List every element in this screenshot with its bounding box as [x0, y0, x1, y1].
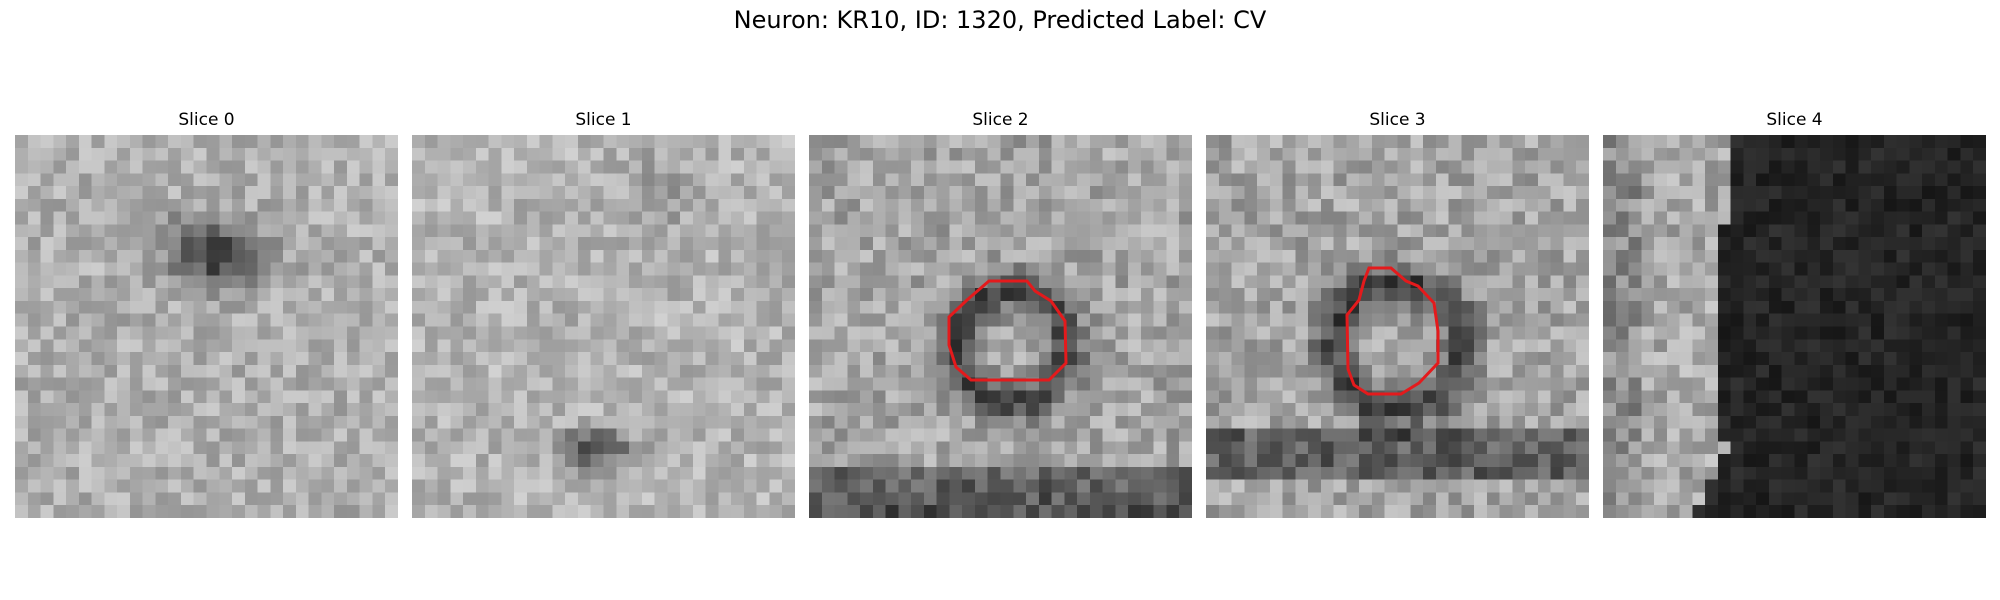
slice-image — [15, 135, 398, 518]
panel-slice-1: Slice 1 — [412, 108, 795, 518]
panel-title: Slice 4 — [1766, 110, 1823, 130]
panel-title: Slice 2 — [972, 110, 1029, 130]
panel-slice-2: Slice 2 — [809, 108, 1192, 518]
slice-image — [809, 135, 1192, 518]
roi-contour — [1345, 266, 1440, 396]
slice-image — [1206, 135, 1589, 518]
figure-title: Neuron: KR10, ID: 1320, Predicted Label:… — [733, 6, 1267, 34]
panel-slice-4: Slice 4 — [1603, 108, 1986, 518]
panel-title: Slice 0 — [178, 110, 235, 130]
panel-title: Slice 3 — [1369, 110, 1426, 130]
slice-image — [412, 135, 795, 518]
panel-slice-3: Slice 3 — [1206, 108, 1589, 518]
panel-slice-0: Slice 0 — [15, 108, 398, 518]
slice-image — [1603, 135, 1986, 518]
panel-title: Slice 1 — [575, 110, 632, 130]
roi-contour — [947, 279, 1068, 382]
